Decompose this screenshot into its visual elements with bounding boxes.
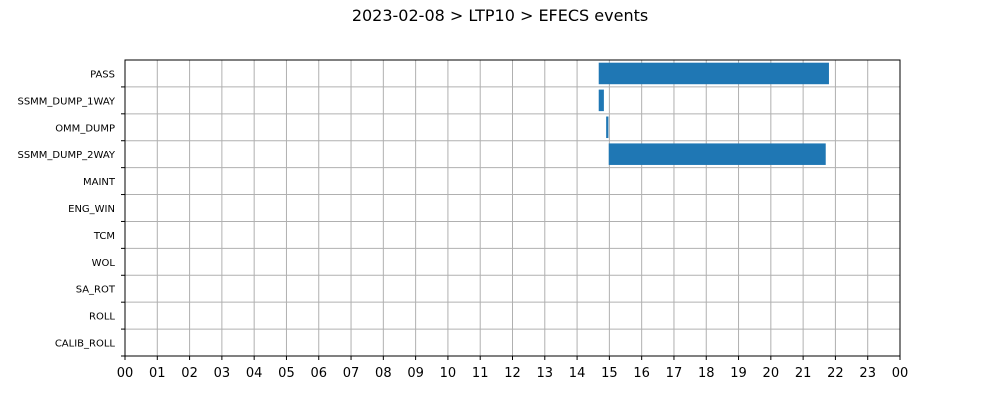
- y-tick-label: SA_ROT: [76, 285, 116, 296]
- event-bar: [608, 143, 826, 165]
- x-tick-label: 09: [407, 366, 424, 381]
- chart-title: 2023-02-08 > LTP10 > EFECS events: [351, 6, 649, 25]
- x-tick-label: 03: [214, 366, 231, 381]
- x-tick-label: 11: [472, 366, 489, 381]
- x-tick-label: 06: [310, 366, 327, 381]
- x-tick-label: 08: [375, 366, 392, 381]
- event-bar: [598, 89, 604, 112]
- x-tick-label: 00: [892, 366, 909, 381]
- x-tick-label: 04: [246, 366, 263, 381]
- x-tick-label: 14: [569, 366, 586, 381]
- y-tick-label: MAINT: [83, 177, 116, 188]
- y-tick-label: SSMM_DUMP_2WAY: [17, 150, 115, 161]
- x-tick-label: 23: [859, 366, 876, 381]
- x-tick-label: 22: [827, 366, 844, 381]
- x-tick-label: 17: [666, 366, 683, 381]
- x-tick-label: 18: [698, 366, 715, 381]
- x-tick-label: 01: [149, 366, 166, 381]
- y-tick-label: OMM_DUMP: [55, 123, 115, 134]
- event-bar: [598, 62, 829, 85]
- y-tick-label: ENG_WIN: [68, 204, 115, 215]
- x-tick-label: 13: [537, 366, 554, 381]
- x-tick-label: 19: [730, 366, 747, 381]
- x-tick-label: 05: [278, 366, 295, 381]
- y-tick-label: ROLL: [89, 312, 115, 323]
- y-tick-label: CALIB_ROLL: [55, 339, 116, 350]
- x-tick-label: 20: [763, 366, 780, 381]
- x-tick-label: 15: [601, 366, 618, 381]
- x-tick-label: 21: [795, 366, 812, 381]
- x-tick-label: 07: [343, 366, 360, 381]
- y-tick-label: WOL: [92, 258, 116, 269]
- y-tick-label: TCM: [93, 231, 115, 242]
- y-tick-label: PASS: [90, 69, 115, 80]
- y-tick-label: SSMM_DUMP_1WAY: [17, 96, 115, 107]
- x-tick-label: 00: [117, 366, 134, 381]
- x-tick-label: 10: [440, 366, 457, 381]
- event-bar: [606, 116, 609, 139]
- x-tick-label: 12: [504, 366, 521, 381]
- x-tick-label: 02: [181, 366, 198, 381]
- x-tick-label: 16: [633, 366, 650, 381]
